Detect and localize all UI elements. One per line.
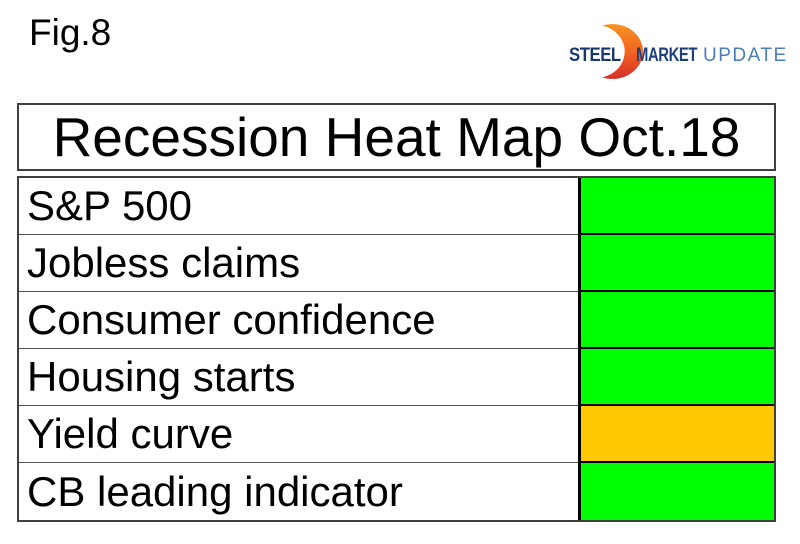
heatmap-title: Recession Heat Map Oct.18 bbox=[52, 106, 741, 168]
brand-logo: STEEL MARKET UPDATE bbox=[556, 22, 794, 86]
heatmap-table: S&P 500 Jobless claims Consumer confiden… bbox=[17, 176, 776, 522]
status-cell bbox=[578, 463, 774, 520]
status-cell bbox=[578, 406, 774, 463]
indicator-label: Consumer confidence bbox=[19, 292, 578, 349]
indicator-label: S&P 500 bbox=[19, 178, 578, 235]
brand-word-update: UPDATE bbox=[703, 45, 788, 66]
status-cell bbox=[578, 349, 774, 406]
figure-label: Fig.8 bbox=[29, 12, 112, 53]
indicator-label: Housing starts bbox=[19, 349, 578, 406]
brand-word-market: MARKET bbox=[636, 45, 698, 66]
crescent-icon bbox=[582, 24, 643, 79]
indicator-label: Jobless claims bbox=[19, 235, 578, 292]
status-cell bbox=[578, 292, 774, 349]
heatmap-title-bar: Recession Heat Map Oct.18 bbox=[17, 103, 776, 171]
indicator-label: CB leading indicator bbox=[27, 467, 403, 515]
brand-word-steel: STEEL bbox=[569, 45, 621, 66]
status-cell bbox=[578, 178, 774, 235]
indicator-label: Yield curve bbox=[19, 406, 578, 463]
status-cell bbox=[578, 235, 774, 292]
